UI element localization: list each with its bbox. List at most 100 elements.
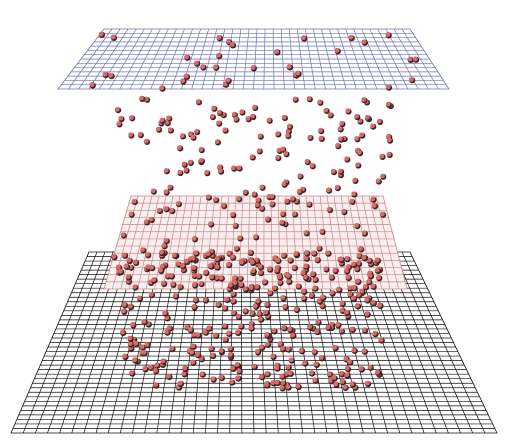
particle xyxy=(296,188,302,194)
particle xyxy=(177,169,183,175)
particle xyxy=(102,71,108,77)
particle xyxy=(208,345,214,351)
particle xyxy=(115,264,121,270)
particle xyxy=(331,375,337,380)
particle xyxy=(163,168,169,173)
particle xyxy=(198,147,204,152)
top-grid-plane xyxy=(57,28,450,90)
particle xyxy=(162,310,168,316)
particle xyxy=(213,64,218,70)
particle xyxy=(184,54,190,60)
particle xyxy=(343,268,349,274)
particle xyxy=(209,113,215,119)
particle xyxy=(213,197,218,202)
particle xyxy=(237,275,243,281)
particle xyxy=(286,278,292,284)
particle xyxy=(222,305,227,311)
particle xyxy=(308,292,314,298)
particle xyxy=(206,325,212,331)
particle xyxy=(345,108,351,114)
particle xyxy=(347,285,353,291)
particle xyxy=(280,146,285,152)
particle xyxy=(148,216,154,222)
particle xyxy=(358,246,363,251)
particle xyxy=(303,255,309,261)
particle xyxy=(232,280,238,286)
particle xyxy=(370,299,376,305)
particle xyxy=(286,123,292,129)
particle xyxy=(316,245,322,251)
particle xyxy=(319,228,325,234)
particle xyxy=(312,285,318,291)
particle xyxy=(253,234,258,239)
particle xyxy=(179,133,185,138)
particle xyxy=(236,368,242,374)
particle xyxy=(194,129,199,134)
particle xyxy=(248,285,254,291)
particle xyxy=(237,235,243,241)
particle xyxy=(129,370,134,376)
particle xyxy=(110,34,116,40)
particle xyxy=(195,99,201,104)
particle xyxy=(175,201,181,206)
particle xyxy=(377,302,383,308)
particle xyxy=(361,97,367,102)
particle xyxy=(216,52,221,58)
particle xyxy=(349,326,355,332)
particle xyxy=(235,329,240,335)
particle xyxy=(263,309,268,315)
particle xyxy=(349,381,355,387)
particle xyxy=(301,35,306,41)
particle xyxy=(370,196,376,202)
particle xyxy=(371,203,377,208)
particle xyxy=(303,263,309,269)
particle xyxy=(318,128,323,133)
particle xyxy=(169,207,174,213)
particle xyxy=(266,266,272,272)
particle xyxy=(318,355,324,360)
particle xyxy=(280,380,286,386)
particle xyxy=(285,346,291,352)
particle xyxy=(306,96,312,101)
particle xyxy=(205,251,211,257)
particle xyxy=(351,191,357,197)
particle xyxy=(364,297,370,303)
particle xyxy=(209,352,215,358)
particle xyxy=(285,133,290,138)
particle xyxy=(235,375,241,381)
particle xyxy=(166,115,171,121)
particle xyxy=(193,250,199,256)
particle xyxy=(292,96,298,102)
particle xyxy=(222,127,228,133)
particle xyxy=(350,261,356,267)
particle xyxy=(366,257,372,263)
particle xyxy=(386,137,392,143)
particle xyxy=(339,307,345,313)
particle xyxy=(247,249,253,255)
particle xyxy=(198,157,204,163)
particle xyxy=(351,347,357,353)
particle xyxy=(122,353,128,359)
particle xyxy=(264,341,270,347)
particle xyxy=(361,230,367,236)
particle xyxy=(229,42,235,47)
particle xyxy=(183,73,189,79)
particle xyxy=(164,329,170,335)
particle xyxy=(255,197,261,203)
particle xyxy=(320,294,325,300)
top-grid-plane-outline xyxy=(57,28,450,90)
particle xyxy=(337,126,343,131)
particle xyxy=(364,380,370,386)
particle xyxy=(238,281,244,287)
particle xyxy=(326,206,332,212)
particle xyxy=(150,188,156,194)
particle xyxy=(175,261,181,267)
particle xyxy=(407,56,413,62)
particle xyxy=(307,324,313,330)
particle xyxy=(136,295,142,301)
particle xyxy=(279,345,285,351)
particle xyxy=(177,145,182,150)
particle xyxy=(366,279,371,284)
particle xyxy=(274,49,280,55)
particle xyxy=(311,250,317,256)
